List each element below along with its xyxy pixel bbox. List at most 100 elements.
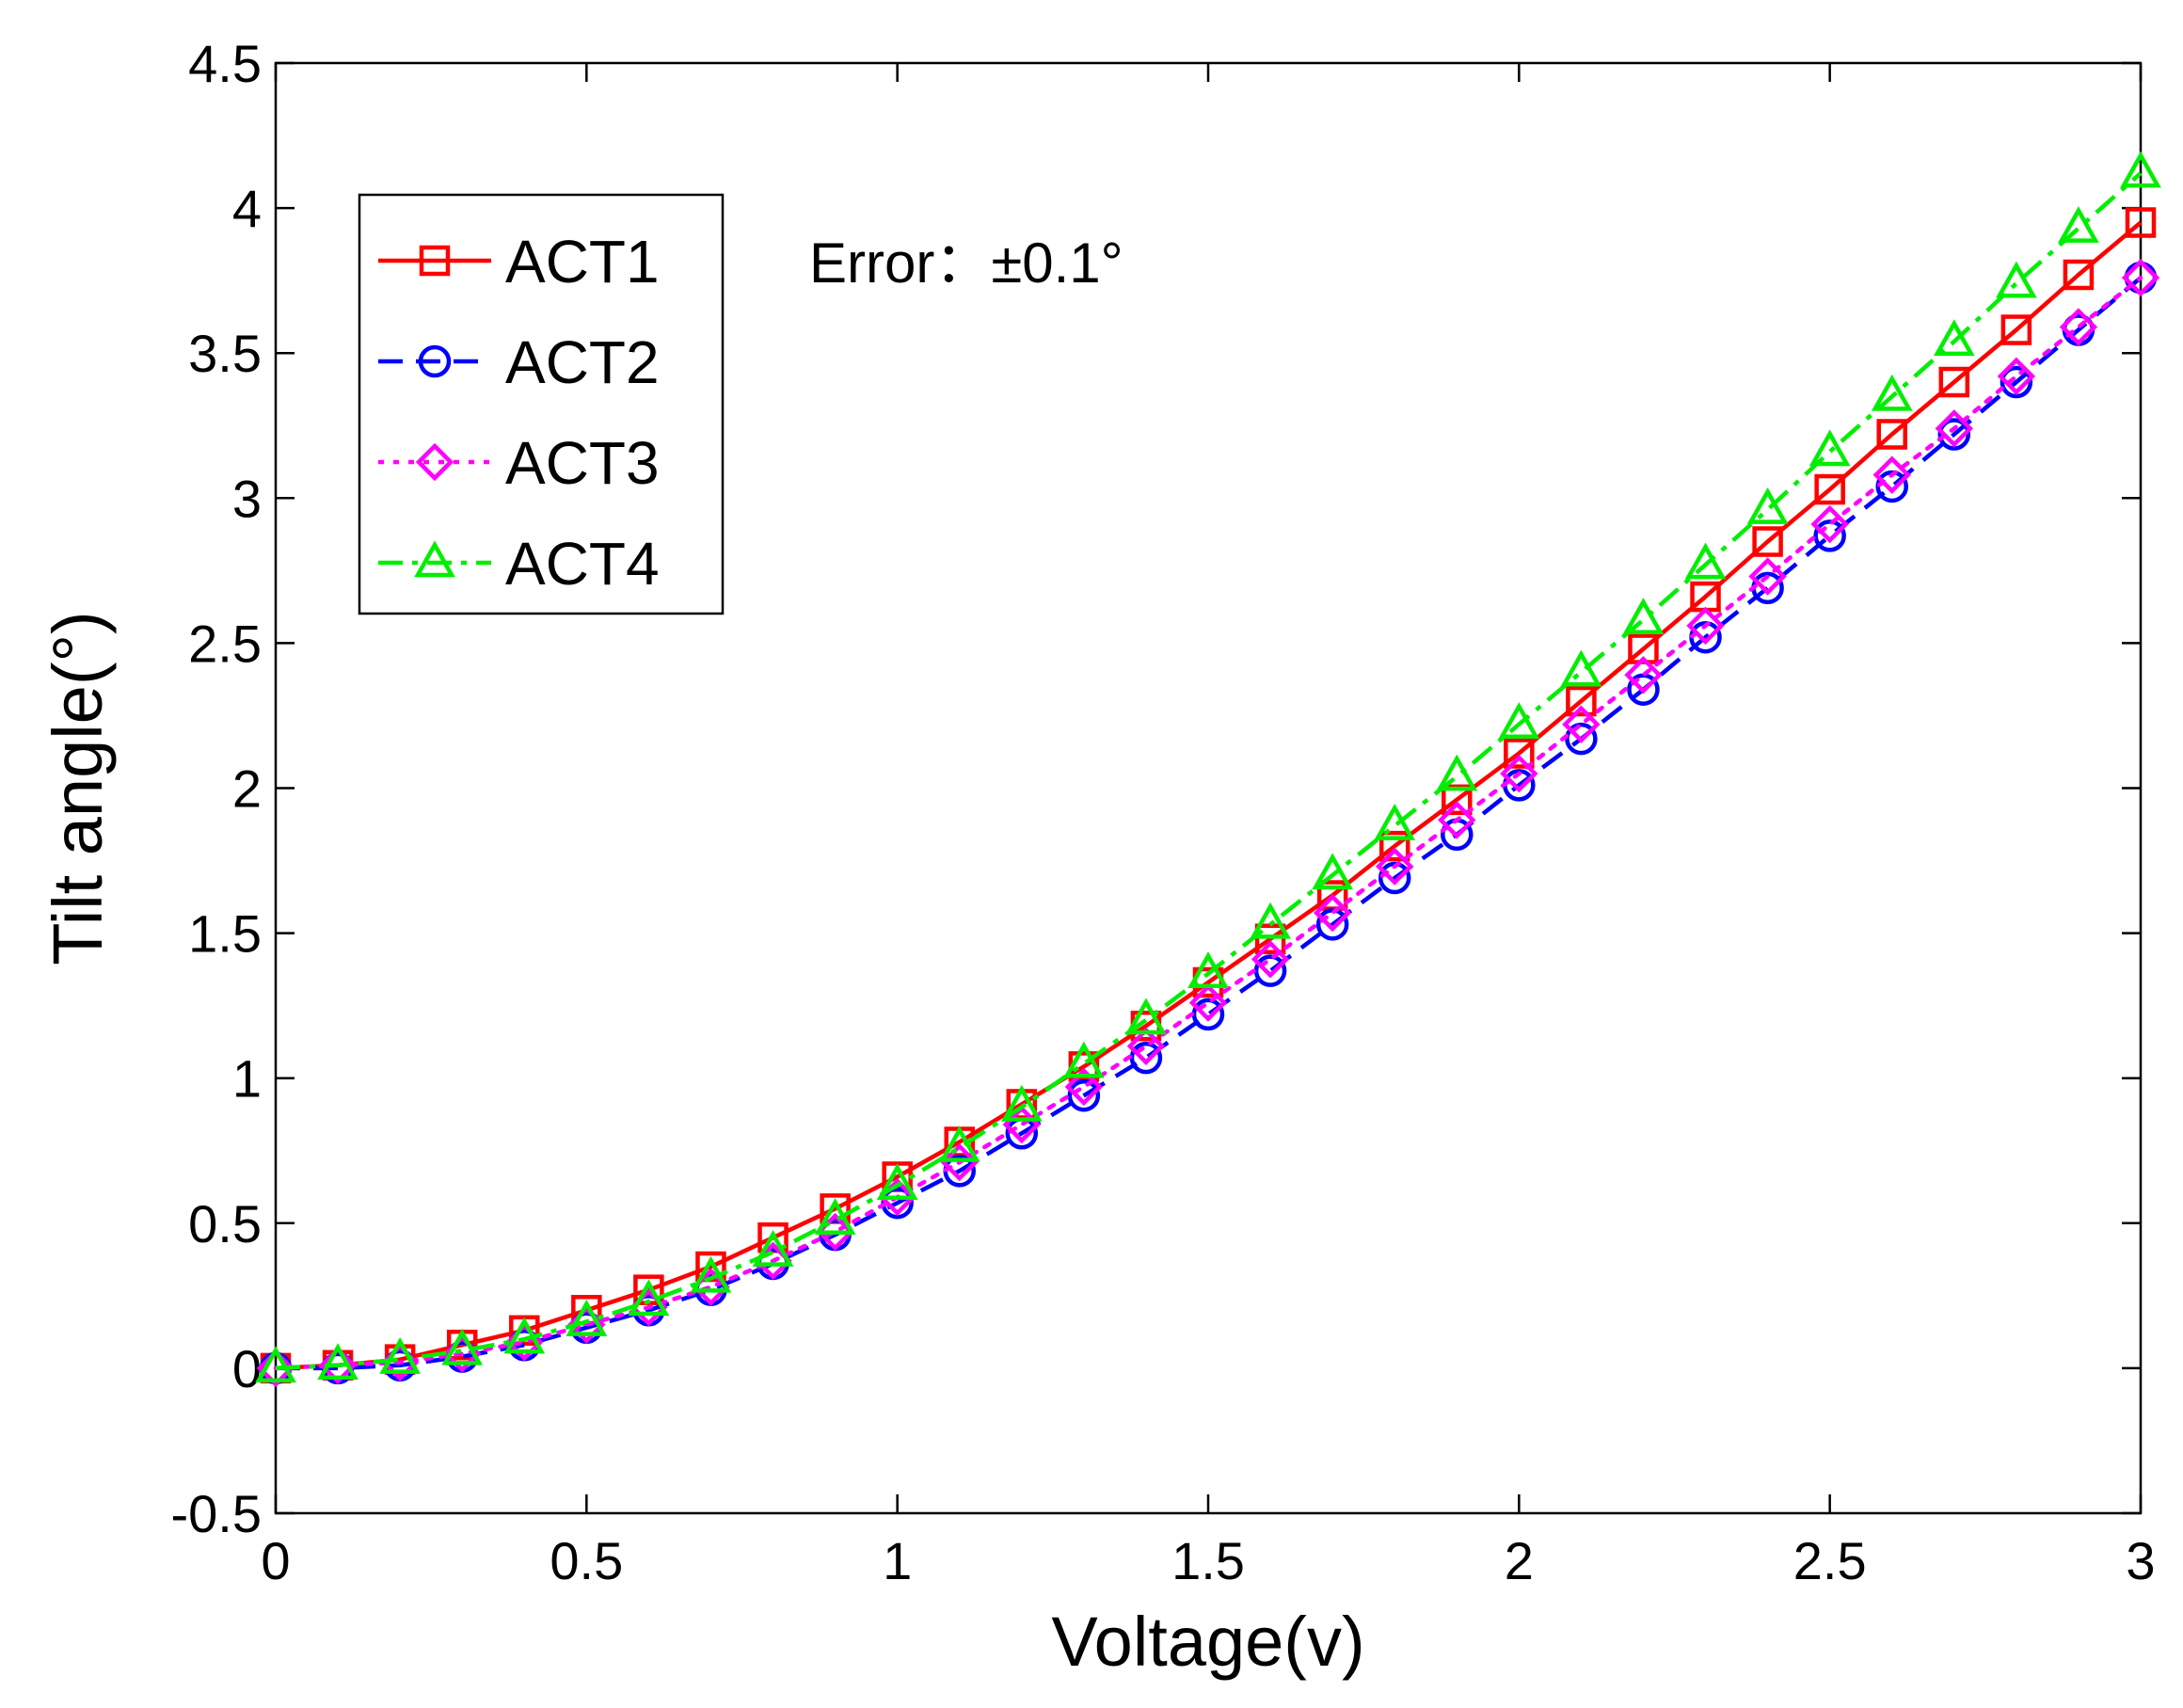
data-point-act1 <box>2000 314 2032 345</box>
data-point-act1 <box>2063 259 2095 291</box>
y-tick-label: 0 <box>232 1339 262 1398</box>
data-point-act3 <box>1872 455 1911 494</box>
data-point-act1 <box>1566 685 1597 717</box>
data-point-act3 <box>1500 754 1538 793</box>
y-axis-ticks: -0.5 0 0.5 1 1.5 2 2.5 3 3.5 4 4.5 <box>171 34 2141 1543</box>
y-tick-label: 0.5 <box>188 1194 262 1253</box>
data-point-act3 <box>1251 940 1290 979</box>
data-point-act4 <box>1622 598 1665 634</box>
y-tick-label: 4.5 <box>188 34 262 93</box>
x-tick-label: 2 <box>1505 1531 1534 1590</box>
legend-marker-act2 <box>418 344 452 378</box>
data-point-act4 <box>814 1198 856 1235</box>
y-tick-label: 2.5 <box>188 614 262 673</box>
data-point-act4 <box>1187 951 1229 988</box>
series-line-act2 <box>276 276 2143 1371</box>
data-point-act3 <box>256 1349 295 1388</box>
legend-item: ACT3 <box>378 429 660 497</box>
legend-label: ACT4 <box>505 530 660 598</box>
data-point-act3 <box>1624 656 1663 694</box>
data-point-act2 <box>1129 1041 1163 1075</box>
data-point-act4 <box>1809 429 1851 467</box>
data-point-act1 <box>1938 366 1970 398</box>
legend-marker-act1 <box>419 245 451 277</box>
data-point-act3 <box>1935 409 1973 448</box>
data-point-act3 <box>1748 557 1787 596</box>
x-tick-label: 0.5 <box>550 1531 623 1590</box>
data-point-act2 <box>1253 954 1287 987</box>
data-point-act4 <box>255 1346 296 1383</box>
data-point-act4 <box>1063 1041 1105 1078</box>
series-act4 <box>255 151 2161 1383</box>
data-point-act3 <box>1126 1027 1166 1065</box>
data-point-act2 <box>1937 418 1971 451</box>
data-point-act4 <box>317 1343 359 1381</box>
series-line-act4 <box>275 171 2143 1371</box>
data-point-act3 <box>2059 308 2098 346</box>
data-point-act3 <box>1188 983 1228 1022</box>
legend-item: ACT1 <box>378 228 660 295</box>
data-point-act4 <box>1000 1084 1043 1122</box>
data-point-act3 <box>1313 893 1352 933</box>
data-point-act4 <box>566 1299 608 1336</box>
data-point-act1 <box>1254 923 1286 955</box>
x-tick-label: 1 <box>883 1531 912 1590</box>
y-tick-label: 3 <box>232 469 262 528</box>
y-tick-label: 1 <box>232 1049 262 1109</box>
data-point-act1 <box>1628 633 1659 664</box>
series-line-act3 <box>273 275 2143 1371</box>
data-point-act2 <box>1067 1078 1101 1112</box>
data-point-act3 <box>816 1212 854 1252</box>
x-tick-label: 1.5 <box>1171 1531 1245 1590</box>
data-point-act1 <box>1378 830 1410 862</box>
x-axis-ticks: 0 0.5 1 1.5 2 2.5 3 <box>261 63 2156 1590</box>
legend: ACT1 ACT2 ACT3 ACT4 <box>358 193 725 615</box>
legend-label: ACT2 <box>505 328 660 396</box>
legend-item: ACT4 <box>378 530 660 598</box>
legend-label: ACT3 <box>505 429 660 497</box>
data-point-act4 <box>1312 853 1353 890</box>
data-point-act3 <box>1997 357 2036 396</box>
data-point-act3 <box>940 1142 979 1182</box>
data-point-act2 <box>2000 365 2033 399</box>
data-point-act4 <box>379 1337 421 1374</box>
y-tick-label: 3.5 <box>188 324 262 383</box>
legend-item: ACT2 <box>378 328 660 396</box>
data-point-act4 <box>1498 702 1540 739</box>
data-point-act3 <box>2121 258 2160 297</box>
legend-marker-act4 <box>414 540 455 578</box>
data-point-act1 <box>1504 738 1535 769</box>
legend-label: ACT1 <box>505 228 660 295</box>
legend-marker-act3 <box>415 442 454 482</box>
y-tick-label: 1.5 <box>188 904 262 964</box>
data-point-act2 <box>1565 722 1598 756</box>
data-point-act3 <box>318 1346 358 1384</box>
data-point-act4 <box>503 1317 546 1354</box>
data-point-act4 <box>2058 206 2099 243</box>
y-axis-title: Tilt angle(°) <box>39 611 117 965</box>
x-axis-title: Voltage(v) <box>1051 1603 1364 1681</box>
data-point-act4 <box>2120 151 2161 188</box>
data-point-act4 <box>1436 754 1478 791</box>
error-annotation: Error：±0.1° <box>809 231 1123 295</box>
data-point-act3 <box>1376 847 1414 886</box>
data-point-act2 <box>1813 519 1846 552</box>
data-point-act1 <box>1752 526 1783 557</box>
data-point-act4 <box>1374 803 1416 840</box>
data-point-act4 <box>1746 487 1789 524</box>
data-point-act3 <box>1562 705 1601 743</box>
y-tick-label: -0.5 <box>171 1484 263 1543</box>
data-point-act4 <box>1871 374 1913 411</box>
x-tick-label: 0 <box>261 1531 290 1590</box>
data-point-act4 <box>1125 998 1167 1035</box>
data-point-act4 <box>876 1163 918 1200</box>
data-point-act4 <box>441 1328 484 1365</box>
data-point-act4 <box>1684 542 1727 580</box>
data-point-act3 <box>1686 606 1725 646</box>
data-point-act4 <box>1996 261 2037 298</box>
series-layer <box>255 151 2161 1388</box>
data-point-act2 <box>1627 673 1660 706</box>
x-tick-label: 2.5 <box>1793 1531 1867 1590</box>
data-point-act4 <box>1560 649 1602 687</box>
